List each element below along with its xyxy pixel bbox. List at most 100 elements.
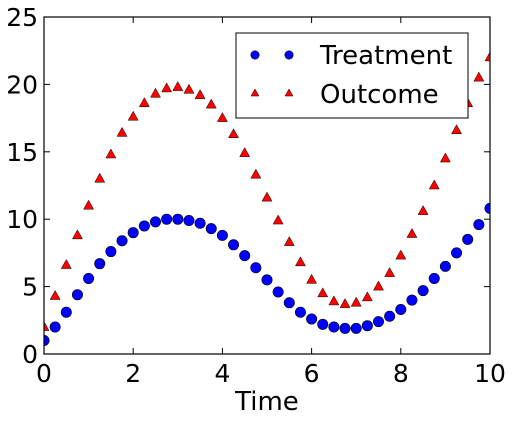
data-point-outcome	[395, 249, 407, 260]
data-point-outcome	[428, 179, 440, 190]
data-point-outcome	[328, 295, 340, 306]
data-point-treatment	[439, 260, 451, 272]
data-point-treatment	[417, 285, 429, 297]
data-point-treatment	[451, 247, 463, 259]
data-point-outcome	[49, 290, 61, 300]
y-tick-label: 15	[6, 138, 38, 167]
data-point-treatment	[395, 304, 407, 316]
legend-outcome-marker-2	[284, 88, 294, 97]
data-point-treatment	[283, 297, 295, 309]
data-point-outcome	[384, 267, 396, 277]
data-point-outcome	[161, 82, 173, 93]
data-point-treatment	[116, 235, 128, 247]
legend-box	[235, 32, 469, 119]
legend-outcome-label: Outcome	[320, 80, 439, 110]
data-point-treatment	[183, 215, 195, 227]
data-point-treatment	[172, 213, 184, 225]
x-axis-label: Time	[234, 387, 299, 417]
data-point-outcome	[250, 168, 262, 179]
legend-treatment-marker-2	[284, 50, 294, 60]
data-point-outcome	[138, 97, 150, 108]
data-point-outcome	[261, 191, 273, 202]
data-point-treatment	[49, 321, 61, 333]
data-point-treatment	[473, 219, 485, 231]
data-point-treatment	[317, 318, 329, 330]
series-outcome	[44, 51, 490, 331]
data-point-outcome	[116, 126, 128, 137]
x-tick-label: 8	[393, 359, 409, 388]
data-point-outcome	[172, 81, 184, 91]
y-tick-label: 20	[6, 70, 38, 99]
axis-ticks: 0 2 4 6 8 10 0 5 10 15 20 25	[6, 3, 506, 388]
data-point-treatment	[83, 273, 95, 285]
data-point-treatment	[462, 233, 474, 245]
data-point-outcome	[350, 296, 362, 307]
data-point-outcome	[228, 128, 239, 139]
data-point-treatment	[261, 274, 273, 286]
legend-treatment-label: Treatment	[319, 41, 452, 71]
data-point-treatment	[44, 335, 50, 347]
data-point-treatment	[150, 216, 162, 228]
data-point-treatment	[428, 273, 440, 285]
series-treatment	[44, 202, 490, 347]
data-point-treatment	[306, 313, 318, 325]
data-point-outcome	[183, 83, 195, 94]
data-point-outcome	[361, 291, 373, 302]
data-point-treatment	[161, 213, 173, 225]
data-point-treatment	[372, 316, 384, 328]
data-point-outcome	[216, 112, 228, 122]
data-point-treatment	[294, 306, 306, 318]
legend: Treatment Outcome	[235, 32, 469, 119]
data-point-outcome	[339, 298, 351, 308]
data-point-outcome	[283, 236, 295, 246]
data-point-outcome	[417, 205, 429, 215]
data-point-outcome	[60, 259, 72, 269]
data-point-treatment	[71, 289, 83, 301]
data-point-treatment	[216, 229, 228, 241]
plot-frame	[43, 16, 491, 355]
y-tick-label: 10	[6, 205, 38, 234]
data-point-treatment	[272, 286, 284, 298]
data-point-treatment	[194, 217, 206, 229]
data-point-treatment	[60, 306, 72, 318]
data-point-outcome	[484, 51, 490, 62]
plot-area	[44, 51, 490, 347]
y-tick-label: 5	[22, 273, 38, 302]
data-point-treatment	[250, 262, 262, 274]
x-tick-label: 2	[125, 359, 141, 388]
data-point-treatment	[239, 250, 251, 262]
data-point-treatment	[328, 321, 340, 333]
data-point-outcome	[473, 71, 485, 82]
x-tick-label: 0	[36, 359, 52, 388]
data-point-outcome	[150, 87, 161, 98]
x-tick-label: 10	[474, 359, 506, 388]
data-point-treatment	[94, 258, 106, 270]
data-point-treatment	[127, 227, 139, 239]
data-point-outcome	[451, 124, 462, 134]
data-point-treatment	[406, 294, 418, 306]
data-point-treatment	[105, 246, 117, 258]
data-point-treatment	[384, 310, 396, 322]
data-point-outcome	[194, 89, 206, 99]
data-point-outcome	[406, 228, 418, 238]
y-tick-label: 25	[6, 3, 38, 32]
data-point-treatment	[361, 320, 373, 332]
y-tick-label: 0	[22, 340, 38, 369]
data-point-outcome	[239, 147, 251, 157]
data-point-treatment	[350, 322, 362, 334]
data-point-treatment	[205, 223, 217, 235]
x-tick-label: 6	[304, 359, 320, 388]
data-point-outcome	[83, 199, 95, 210]
data-point-outcome	[295, 256, 306, 267]
data-point-outcome	[373, 280, 384, 291]
data-point-outcome	[127, 110, 139, 121]
data-point-outcome	[317, 287, 329, 298]
data-point-treatment	[228, 239, 240, 251]
data-point-outcome	[72, 229, 83, 240]
legend-outcome-marker-1	[250, 88, 260, 97]
data-point-outcome	[94, 172, 106, 183]
data-point-outcome	[205, 98, 217, 109]
data-point-outcome	[105, 148, 117, 159]
data-point-outcome	[439, 152, 451, 163]
